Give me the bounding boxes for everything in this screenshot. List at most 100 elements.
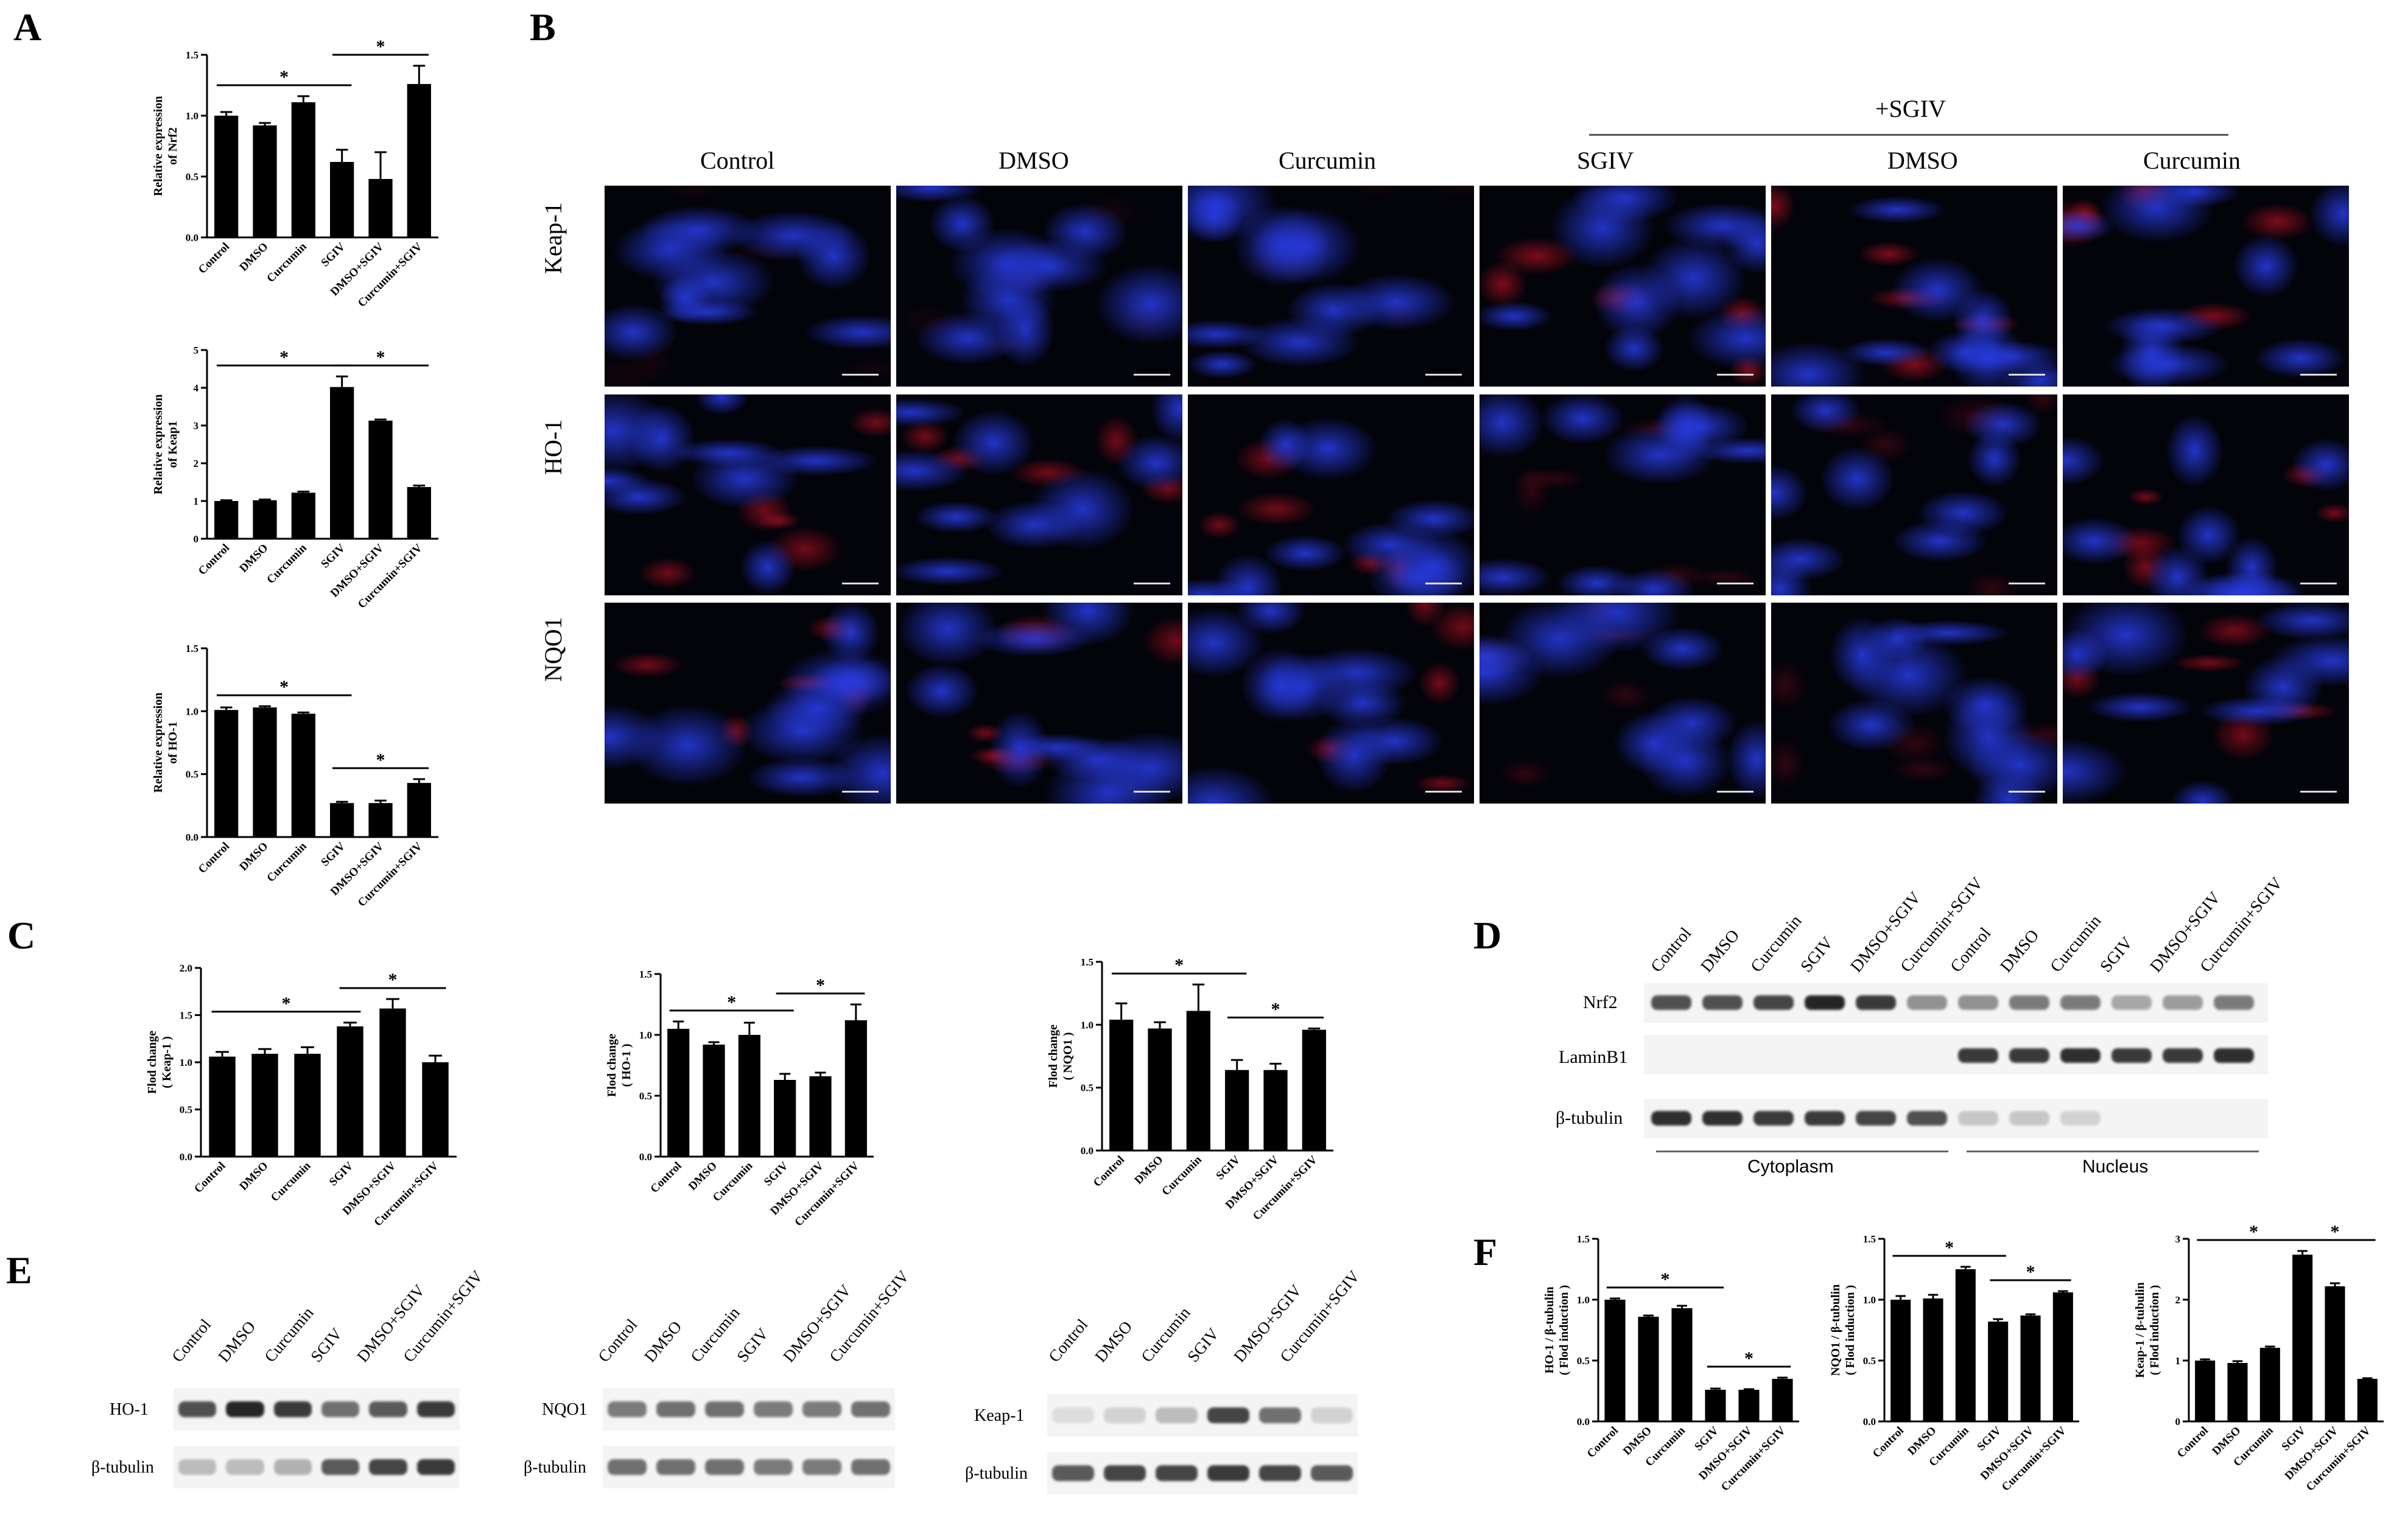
micrograph-keap-1-5	[2063, 186, 2349, 387]
nrf2-band	[1856, 995, 1896, 1010]
y-axis-label-line: Flod change	[146, 1031, 159, 1094]
nqo1-fold-change-chart: 0.0 0.5 1.0 1.5 Flod change( NQO1 ) Control DM…	[1047, 955, 1333, 1223]
tubulin-band	[273, 1459, 312, 1475]
bar-dmso-sgiv	[368, 179, 393, 237]
category-label: Control	[1585, 1424, 1621, 1460]
micrograph-ho-1-1	[896, 394, 1182, 595]
y-tick-label: 1.5	[180, 1010, 192, 1021]
micrograph-nqo1-4	[1771, 603, 2057, 804]
bar-curcumin	[1671, 1308, 1693, 1421]
keap1-tubulin-chart: 0 1 2 3 Keap-1 / β-tubulin( Flod induction )…	[2133, 1222, 2384, 1494]
scale-bar	[842, 583, 879, 584]
ho1-tubulin-chart: 0.0 0.5 1.0 1.5 HO-1 / β-tubulin( Flod induc…	[1543, 1233, 1799, 1494]
micrograph-keap-1-0	[605, 186, 891, 387]
panel-d-lane-label: Curcumin	[2046, 911, 2105, 976]
nrf2-band	[1753, 995, 1794, 1010]
micrograph-keap-1-4	[1771, 186, 2057, 387]
nqo1-label: NQO1	[542, 1400, 588, 1419]
nucleus-label: Nucleus	[2082, 1157, 2149, 1177]
significance-star: *	[282, 993, 291, 1014]
tubulin-band	[1156, 1465, 1198, 1481]
keap1-band	[1311, 1407, 1353, 1423]
y-tick-label: 1.5	[1577, 1233, 1590, 1245]
keap1-band	[1207, 1407, 1249, 1423]
nrf2-band	[2111, 995, 2152, 1010]
y-axis-label-line: ( Keap-1 )	[160, 1036, 174, 1088]
y-axis-label: HO-1 / β-tubulin( Flod induction )	[1543, 1285, 1571, 1375]
y-axis-label-line: Flod change	[1047, 1025, 1060, 1088]
y-tick-label: 1.5	[1081, 956, 1093, 968]
micrograph-ho-1-0	[605, 394, 891, 595]
y-tick-label: 1.0	[186, 110, 198, 122]
tubulin-band	[1805, 1111, 1845, 1126]
y-axis-label: Flod change( HO-1 )	[605, 1034, 633, 1097]
keap1-band	[1052, 1407, 1094, 1423]
keap1-fold-change-chart: 0.0 0.5 1.0 1.5 2.0 Flod change( Keap-1 ) Cont…	[146, 962, 457, 1229]
tubulin-band	[1651, 1111, 1691, 1126]
row-label-nqo1: NQO1	[539, 617, 567, 682]
bar-sgiv	[1705, 1390, 1726, 1421]
bar-dmso-sgiv	[2020, 1316, 2041, 1421]
category-label: SGIV	[1213, 1153, 1243, 1182]
nqo1-band	[705, 1401, 744, 1417]
keap1-blot-strip-2	[1047, 1394, 1358, 1437]
y-axis-label: Relative expression of Nrf2	[152, 96, 180, 197]
significance-star: *	[2249, 1222, 2258, 1242]
y-axis-label: Relative expression of Keap1	[152, 394, 180, 495]
bar-dmso	[253, 125, 277, 237]
row-label-ho1: HO-1	[539, 419, 567, 475]
keap1-band	[1156, 1407, 1198, 1423]
scale-bar	[2300, 583, 2337, 584]
nrf2-band	[2009, 995, 2049, 1010]
panel-e-nqo1-lane-label: SGIV	[733, 1324, 772, 1366]
y-tick-label: 0.5	[186, 769, 198, 780]
micrograph-ho-1-3	[1480, 394, 1766, 595]
tubulin-band	[321, 1459, 360, 1475]
bar-curcumin-sgiv	[407, 783, 431, 837]
significance-star: *	[388, 970, 398, 990]
bar-curcumin	[291, 492, 315, 539]
scale-bar	[1134, 791, 1170, 793]
category-label: Curcumin+SGIV	[356, 541, 425, 611]
nqo1-blot-strip-1	[603, 1388, 895, 1431]
y-tick-label: 0.0	[1863, 1416, 1876, 1428]
y-axis-label-line: Flod change	[605, 1034, 619, 1097]
tubulin-band	[802, 1459, 841, 1475]
bar-dmso-sgiv	[368, 420, 393, 539]
bar-curcumin	[738, 1035, 760, 1157]
nqo1-band	[754, 1401, 793, 1417]
y-tick-label: 2.0	[180, 962, 192, 974]
significance-star: *	[727, 992, 736, 1012]
nqo1-band	[656, 1401, 695, 1417]
nrf2-band	[1651, 995, 1691, 1010]
bar-curcumin-sgiv	[1302, 1029, 1326, 1151]
y-axis-label-line: ( HO-1 )	[620, 1043, 633, 1087]
bar-sgiv	[330, 162, 354, 237]
laminb1-band	[1958, 1048, 1998, 1063]
panel-d-lane-label: Control	[1647, 923, 1696, 976]
y-axis-label-line: NQO1 / β-tubulin	[1829, 1284, 1842, 1376]
nrf2-blot-strip	[1644, 983, 2268, 1023]
ho1-expression-chart: 0.0 0.5 1.0 1.5 Relative expression of HO-1 Co…	[152, 643, 438, 909]
category-label: Control	[1091, 1154, 1127, 1189]
y-axis-label-line: ( Flod induction )	[1557, 1285, 1571, 1375]
panel-letter-e: E	[6, 1249, 32, 1292]
laminb1-band	[2163, 1048, 2203, 1063]
tubulin-blot-strip-2	[1047, 1452, 1358, 1494]
y-tick-label: 1.5	[639, 969, 652, 980]
y-axis-label-line: Relative expression	[152, 96, 165, 197]
y-tick-label: 1.0	[186, 706, 198, 717]
scale-bar	[2300, 374, 2337, 376]
panel-letter-c: C	[7, 914, 36, 957]
y-tick-label: 0.0	[186, 832, 198, 843]
bar-curcumin-sgiv	[2052, 1292, 2073, 1421]
significance-star: *	[1945, 1238, 1954, 1258]
bar-curcumin-sgiv	[407, 84, 431, 237]
laminb1-band	[2214, 1048, 2254, 1063]
bar-control	[1604, 1300, 1626, 1421]
bar-dmso-sgiv	[1263, 1070, 1288, 1151]
nrf2-band	[2163, 995, 2203, 1010]
y-tick-label: 1	[194, 496, 199, 507]
category-label: SGIV	[762, 1159, 791, 1188]
y-tick-label: 3	[194, 420, 199, 432]
